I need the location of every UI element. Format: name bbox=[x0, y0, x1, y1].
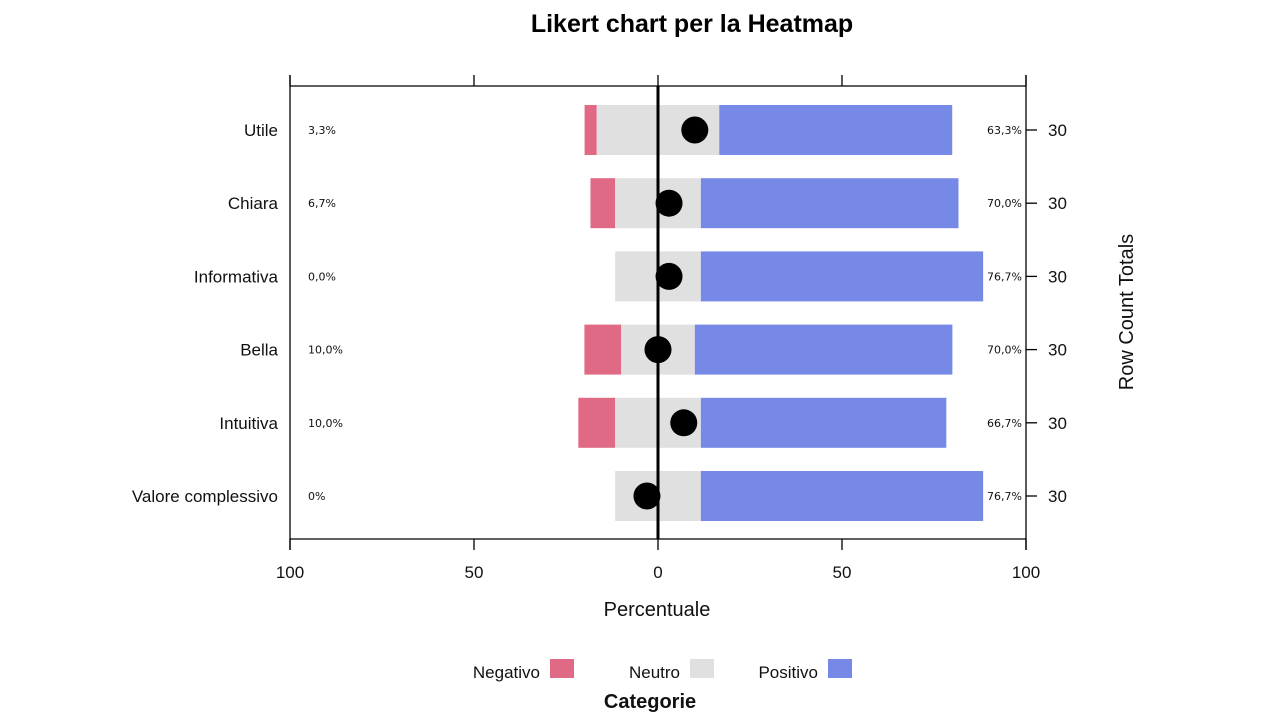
negative-pct-label: 10,0% bbox=[308, 344, 343, 357]
bar-positivo bbox=[700, 397, 947, 448]
bar-positivo bbox=[700, 178, 959, 229]
positive-pct-label: 70,0% bbox=[987, 344, 1022, 357]
positive-pct-label: 76,7% bbox=[987, 270, 1022, 283]
row-total-label: 30 bbox=[1048, 341, 1067, 360]
negative-pct-label: 3,3% bbox=[308, 124, 336, 137]
x-axis-title: Percentuale bbox=[604, 599, 711, 621]
x-tick-label: 100 bbox=[276, 563, 304, 582]
legend-title: Categorie bbox=[604, 691, 696, 713]
positive-pct-label: 66,7% bbox=[987, 417, 1022, 430]
x-tick-label: 50 bbox=[833, 563, 852, 582]
mean-point bbox=[633, 482, 661, 510]
legend-swatch-neutro bbox=[690, 659, 714, 678]
mean-point bbox=[670, 409, 698, 437]
bar-negativo bbox=[584, 105, 597, 155]
category-label: Utile bbox=[244, 121, 278, 140]
plot-area: 100 50 0 50 100 Utile 3,3% 63,3% 30 Chiara 6,7% 70,… bbox=[132, 75, 1067, 582]
bar-positivo bbox=[700, 471, 984, 521]
row-total-label: 30 bbox=[1048, 267, 1067, 286]
negative-pct-label: 0% bbox=[308, 490, 325, 503]
category-label: Intuitiva bbox=[219, 414, 278, 433]
row-total-label: 30 bbox=[1048, 194, 1067, 213]
category-label: Chiara bbox=[228, 194, 279, 213]
legend: Negativo Neutro Positivo bbox=[473, 659, 852, 682]
row-total-label: 30 bbox=[1048, 414, 1067, 433]
chart-title: Likert chart per la Heatmap bbox=[531, 10, 853, 38]
mean-point bbox=[655, 262, 683, 290]
legend-label-neutro: Neutro bbox=[629, 663, 680, 682]
legend-label-negativo: Negativo bbox=[473, 663, 540, 682]
mean-point bbox=[681, 116, 709, 144]
row-total-label: 30 bbox=[1048, 487, 1067, 506]
x-tick-label: 0 bbox=[653, 563, 662, 582]
legend-swatch-negativo bbox=[550, 659, 574, 678]
row-total-label: 30 bbox=[1048, 121, 1067, 140]
negative-pct-label: 6,7% bbox=[308, 197, 336, 210]
mean-point bbox=[644, 336, 672, 364]
bar-negativo bbox=[584, 324, 622, 375]
positive-pct-label: 63,3% bbox=[987, 124, 1022, 137]
bar-positivo bbox=[719, 105, 953, 155]
category-label: Informativa bbox=[194, 267, 279, 286]
x-tick-label: 50 bbox=[465, 563, 484, 582]
bar-positivo bbox=[694, 324, 953, 375]
positive-pct-label: 76,7% bbox=[987, 490, 1022, 503]
positive-pct-label: 70,0% bbox=[987, 197, 1022, 210]
right-axis-title: Row Count Totals bbox=[1116, 234, 1138, 390]
category-label: Bella bbox=[240, 341, 278, 360]
x-tick-label: 100 bbox=[1012, 563, 1040, 582]
category-label: Valore complessivo bbox=[132, 487, 278, 506]
bar-positivo bbox=[700, 251, 984, 302]
negative-pct-label: 0,0% bbox=[308, 270, 336, 283]
bar-negativo bbox=[590, 178, 616, 229]
legend-label-positivo: Positivo bbox=[758, 663, 818, 682]
mean-point bbox=[655, 189, 683, 217]
legend-swatch-positivo bbox=[828, 659, 852, 678]
bar-negativo bbox=[578, 397, 616, 448]
negative-pct-label: 10,0% bbox=[308, 417, 343, 430]
